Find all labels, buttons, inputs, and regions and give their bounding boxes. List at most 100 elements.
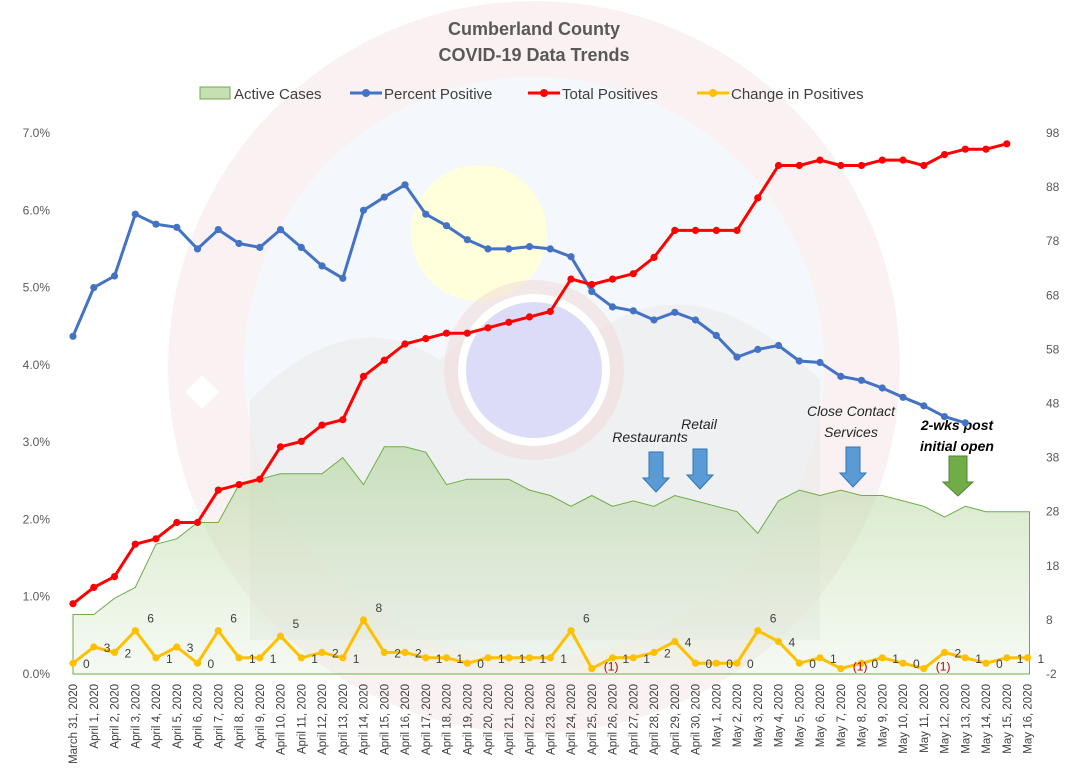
x-axis-tick: April 16, 2020 xyxy=(400,684,412,755)
change-in-positives-point xyxy=(463,659,471,667)
percent-positive-point xyxy=(567,253,575,261)
x-axis-tick: May 11, 2020 xyxy=(919,684,931,753)
change-data-label: 0 xyxy=(477,657,484,671)
percent-positive-point xyxy=(588,287,596,295)
change-data-label: 6 xyxy=(230,612,237,626)
right-axis-tick: 98 xyxy=(1046,126,1060,140)
percent-positive-point xyxy=(878,384,886,392)
percent-positive-point xyxy=(442,222,451,230)
x-axis-tick: May 2, 2020 xyxy=(732,684,744,747)
right-axis-tick: 78 xyxy=(1046,234,1060,248)
percent-positive-point xyxy=(733,353,741,361)
series-lines xyxy=(69,140,1032,673)
left-axis-tick: 1.0% xyxy=(23,590,51,604)
x-axis-tick: April 18, 2020 xyxy=(442,684,454,755)
percent-positive-point xyxy=(173,223,181,231)
percent-positive-point xyxy=(525,243,534,251)
total-positives-point xyxy=(629,270,637,278)
x-axis-tick: May 1, 2020 xyxy=(711,684,723,747)
left-axis-tick: 4.0% xyxy=(23,358,51,372)
total-positives-point xyxy=(380,356,388,364)
x-axis-tick: April 3, 2020 xyxy=(130,684,142,749)
percent-positive-point xyxy=(90,284,98,292)
right-axis-tick: 88 xyxy=(1046,180,1060,194)
annotation-text: 2-wks post xyxy=(920,417,995,433)
total-positives-line xyxy=(72,142,1008,605)
change-data-label: 1 xyxy=(643,652,650,666)
total-positives-point xyxy=(878,156,886,164)
annotation-text: Restaurants xyxy=(612,429,687,445)
change-data-label: 1 xyxy=(270,652,277,666)
percent-positive-point xyxy=(774,341,783,350)
x-axis-tick: April 17, 2020 xyxy=(421,684,433,755)
x-axis-tick: April 14, 2020 xyxy=(359,684,371,755)
left-axis: 0.0% 1.0% 2.0% 3.0% 4.0% 5.0% 6.0% 7.0% xyxy=(23,126,51,681)
percent-positive-point xyxy=(131,210,139,218)
annotation-text: Retail xyxy=(681,416,718,432)
change-in-positives-point xyxy=(795,659,803,667)
change-data-label: 2 xyxy=(664,646,671,660)
change-data-label: 1 xyxy=(540,652,547,666)
change-data-label: 1 xyxy=(975,652,982,666)
legend-label: Change in Positives xyxy=(731,86,864,103)
change-data-label: 1 xyxy=(623,652,630,666)
change-in-positives-point xyxy=(525,654,534,662)
total-positives-point xyxy=(857,161,866,170)
x-axis-tick: May 7, 2020 xyxy=(836,684,848,747)
total-positives-point xyxy=(671,226,679,234)
x-axis-tick: May 4, 2020 xyxy=(774,684,786,747)
legend-label: Active Cases xyxy=(234,86,322,103)
total-positives-point xyxy=(173,518,181,527)
x-axis-tick: April 12, 2020 xyxy=(317,684,329,755)
x-axis-tick: April 13, 2020 xyxy=(338,684,350,755)
percent-positive-point xyxy=(359,206,368,214)
total-positives-point xyxy=(318,421,326,429)
annotation-arrow-icon xyxy=(838,446,868,488)
percent-positive-point xyxy=(961,419,969,427)
change-data-label: 1 xyxy=(249,652,256,666)
change-data-label: 1 xyxy=(560,652,567,666)
total-positives-point xyxy=(712,226,720,234)
total-positives-point xyxy=(733,226,741,234)
change-data-label: (1) xyxy=(936,660,951,674)
change-data-label: 1 xyxy=(166,652,173,666)
x-axis-tick: May 13, 2020 xyxy=(960,684,972,754)
change-in-positives-point xyxy=(131,627,139,635)
total-positives-point xyxy=(69,600,77,608)
percent-positive-point xyxy=(754,345,762,353)
x-axis-tick: April 5, 2020 xyxy=(172,684,184,749)
change-data-label: 1 xyxy=(1038,652,1045,666)
change-data-label: 1 xyxy=(498,652,505,666)
percent-positive-point xyxy=(899,393,907,401)
chart-title-line: Cumberland County xyxy=(448,19,620,39)
change-in-positives-point xyxy=(359,616,368,624)
percent-positive-point xyxy=(235,239,243,248)
left-axis-tick: 6.0% xyxy=(23,203,51,217)
change-in-positives-point xyxy=(193,659,202,667)
total-positives-point xyxy=(837,161,845,170)
change-in-positives-point xyxy=(380,648,388,657)
change-in-positives-point xyxy=(214,627,222,635)
x-axis-tick: April 22, 2020 xyxy=(525,684,537,755)
total-positives-point xyxy=(816,156,824,164)
right-axis-tick: 68 xyxy=(1046,288,1060,302)
total-positives-point xyxy=(235,481,243,489)
change-data-label: 0 xyxy=(996,657,1003,671)
x-axis-tick: April 23, 2020 xyxy=(545,684,557,755)
change-in-positives-point xyxy=(940,648,949,657)
change-in-positives-point xyxy=(484,654,492,662)
change-data-label: 1 xyxy=(457,652,464,666)
percent-positive-point xyxy=(69,332,77,340)
change-data-label: 0 xyxy=(809,657,816,671)
chart-title: Cumberland County COVID-19 Data Trends xyxy=(438,19,629,65)
change-data-label: 1 xyxy=(830,652,837,666)
total-positives-point xyxy=(256,475,264,483)
change-in-positives-point xyxy=(754,627,762,635)
x-axis-tick: April 19, 2020 xyxy=(462,684,474,755)
percent-positive-point xyxy=(795,357,803,365)
change-in-positives-point xyxy=(297,654,305,662)
total-positives-point xyxy=(401,340,409,348)
change-data-label: 0 xyxy=(747,657,754,671)
change-data-label: 0 xyxy=(726,657,733,671)
